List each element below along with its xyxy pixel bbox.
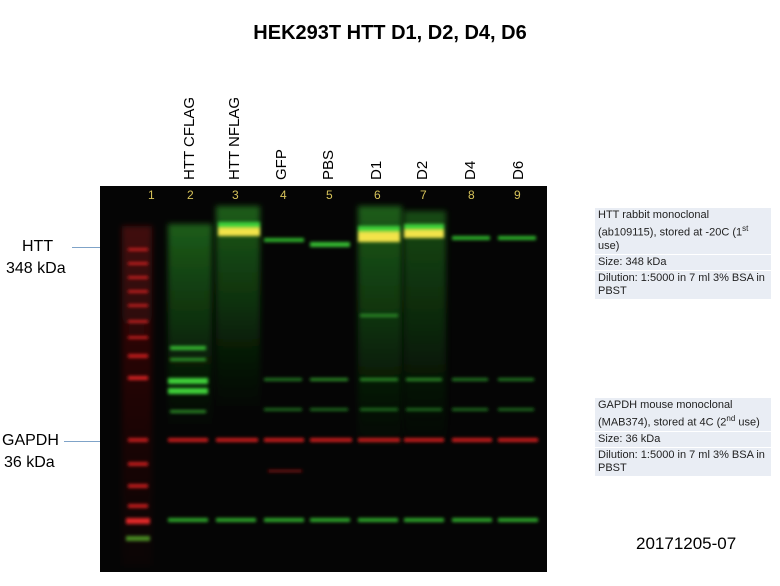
htt-dilution-text: Dilution: 1:5000 in 7 ml 3% BSA in PBST <box>595 270 771 299</box>
lane-label-pbs: PBS <box>320 149 337 180</box>
gapdh-bands <box>168 438 538 472</box>
gapdh-leader-line <box>64 441 104 442</box>
western-blot-image <box>100 186 547 572</box>
blot-svg <box>122 206 538 566</box>
lane-label-htt-nflag: HTT NFLAG <box>226 96 243 180</box>
ladder-smear <box>122 226 152 566</box>
lane-label-d4: D4 <box>462 160 479 180</box>
lane-number-3: 3 <box>232 188 239 202</box>
lane-label-d6: D6 <box>510 160 527 180</box>
image-code: 20171205-07 <box>636 534 737 553</box>
gapdh-name: GAPDH <box>2 432 59 449</box>
lane-number-9: 9 <box>514 188 521 202</box>
htt-size: 348 kDa <box>6 260 66 277</box>
lane-number-6: 6 <box>374 188 381 202</box>
lane6-smear <box>358 206 402 446</box>
htt-marker-label: HTT 348 kDa <box>6 236 66 280</box>
gapdh-antibody-text: GAPDH mouse monoclonal (MAB374), stored … <box>595 398 771 431</box>
lane-label-htt-cflag: HTT CFLAG <box>181 96 198 180</box>
gapdh-marker-label: GAPDH 36 kDa <box>2 430 59 474</box>
gapdh-antibody-note: GAPDH mouse monoclonal (MAB374), stored … <box>595 398 771 477</box>
gapdh-size: 36 kDa <box>4 454 55 471</box>
lane3-smear <box>216 206 260 406</box>
htt-antibody-note: HTT rabbit monoclonal (ab109115), stored… <box>595 208 771 300</box>
htt-name: HTT <box>22 238 54 255</box>
gapdh-dilution-text: Dilution: 1:5000 in 7 ml 3% BSA in PBST <box>595 447 771 476</box>
lane-label-gfp: GFP <box>273 149 290 180</box>
htt-size-text: Size: 348 kDa <box>595 254 771 270</box>
htt-antibody-text: HTT rabbit monoclonal (ab109115), stored… <box>595 208 771 254</box>
lane-number-8: 8 <box>468 188 475 202</box>
lane-number-5: 5 <box>326 188 333 202</box>
lane-label-d1: D1 <box>368 160 385 180</box>
lane-label-d2: D2 <box>414 160 431 180</box>
lane-number-4: 4 <box>280 188 287 202</box>
ladder-bands <box>126 248 150 541</box>
green-bands <box>168 222 538 522</box>
htt-leader-line <box>72 247 104 248</box>
gapdh-size-text: Size: 36 kDa <box>595 431 771 447</box>
lane7-smear <box>404 211 446 441</box>
figure-title: HEK293T HTT D1, D2, D4, D6 <box>253 22 527 44</box>
lane-number-2: 2 <box>187 188 194 202</box>
lane-number-1: 1 <box>148 188 155 202</box>
lane-number-7: 7 <box>420 188 427 202</box>
